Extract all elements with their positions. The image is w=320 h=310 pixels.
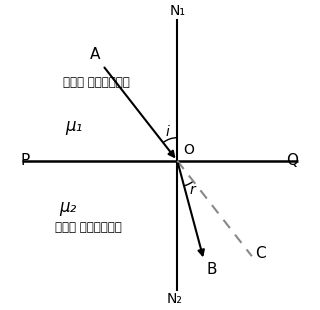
Text: r: r	[189, 184, 195, 197]
Text: C: C	[255, 246, 265, 261]
Text: B: B	[207, 262, 217, 277]
Text: N₂: N₂	[166, 292, 182, 306]
Text: N₁: N₁	[169, 4, 185, 18]
Text: Q: Q	[286, 153, 298, 168]
Text: μ₁: μ₁	[65, 117, 82, 135]
Text: μ₂: μ₂	[59, 198, 76, 216]
Text: O: O	[184, 143, 195, 157]
Text: लघु माध्यम: लघु माध्यम	[63, 76, 130, 89]
Text: P: P	[20, 153, 29, 168]
Text: सघन माध्यम: सघन माध्यम	[54, 221, 121, 234]
Text: A: A	[90, 47, 100, 62]
Text: i: i	[165, 125, 169, 139]
